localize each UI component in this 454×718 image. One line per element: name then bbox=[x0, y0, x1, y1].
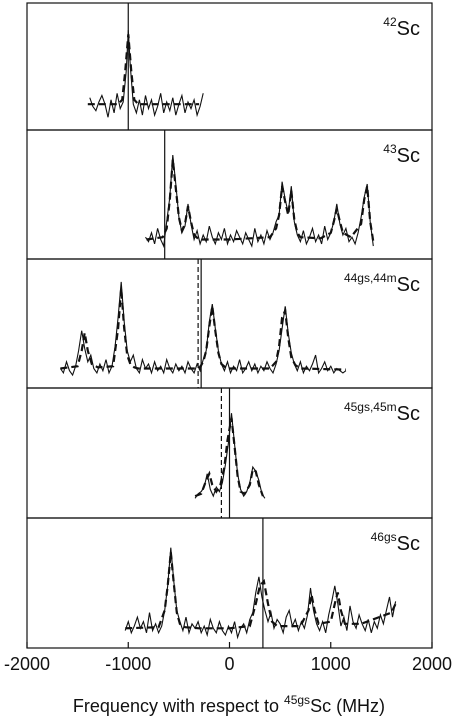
data-trace bbox=[124, 547, 397, 640]
isotope-mass-number: 45gs,45m bbox=[344, 400, 397, 414]
isotope-element: Sc bbox=[397, 18, 420, 40]
x-axis: -2000 -1000 0 1000 2000 bbox=[4, 642, 452, 674]
x-axis-label: Frequency with respect to 45gsSc (MHz) bbox=[73, 693, 385, 716]
data-trace bbox=[145, 155, 374, 249]
x-tick-label: 2000 bbox=[412, 654, 452, 674]
panel-isotope-label: 46gsSc bbox=[371, 530, 420, 555]
panel-3: 44gs,44mSc bbox=[26, 258, 433, 389]
x-tick-label: -1000 bbox=[105, 654, 151, 674]
x-tick-label: 1000 bbox=[311, 654, 351, 674]
isotope-element: Sc bbox=[397, 145, 420, 167]
panel-2: 43Sc bbox=[26, 129, 433, 260]
panel-isotope-label: 42Sc bbox=[383, 15, 420, 40]
isotope-element: Sc bbox=[397, 274, 420, 296]
panel-isotope-label: 44gs,44mSc bbox=[344, 271, 420, 296]
panel-frame bbox=[26, 2, 433, 131]
isotope-element: Sc bbox=[397, 403, 420, 425]
isotope-mass-number: 43 bbox=[383, 142, 397, 156]
isotope-mass-number: 46gs bbox=[371, 530, 397, 544]
isotope-element: Sc bbox=[397, 533, 420, 555]
fit-curve bbox=[146, 159, 375, 242]
fit-curve bbox=[125, 552, 397, 630]
panel-isotope-label: 43Sc bbox=[383, 142, 420, 167]
isotope-mass-number: 42 bbox=[383, 15, 397, 29]
panel-isotope-label: 45gs,45mSc bbox=[344, 400, 420, 425]
fit-curve bbox=[87, 34, 200, 106]
x-axis-label-suffix: Sc (MHz) bbox=[310, 696, 385, 716]
x-axis-label-prefix: Frequency with respect to bbox=[73, 696, 284, 716]
x-tick-label: 0 bbox=[224, 654, 234, 674]
panel-4: 45gs,45mSc bbox=[26, 387, 433, 519]
panel-5: 46gsSc bbox=[26, 517, 433, 649]
data-trace bbox=[89, 30, 204, 118]
x-tick-label: -2000 bbox=[4, 654, 50, 674]
isotope-mass-number: 44gs,44m bbox=[344, 271, 397, 285]
x-axis-label-superscript: 45gs bbox=[284, 693, 310, 707]
data-trace bbox=[59, 281, 347, 377]
panel-1: 42Sc bbox=[26, 2, 433, 131]
fit-curve bbox=[60, 288, 346, 371]
